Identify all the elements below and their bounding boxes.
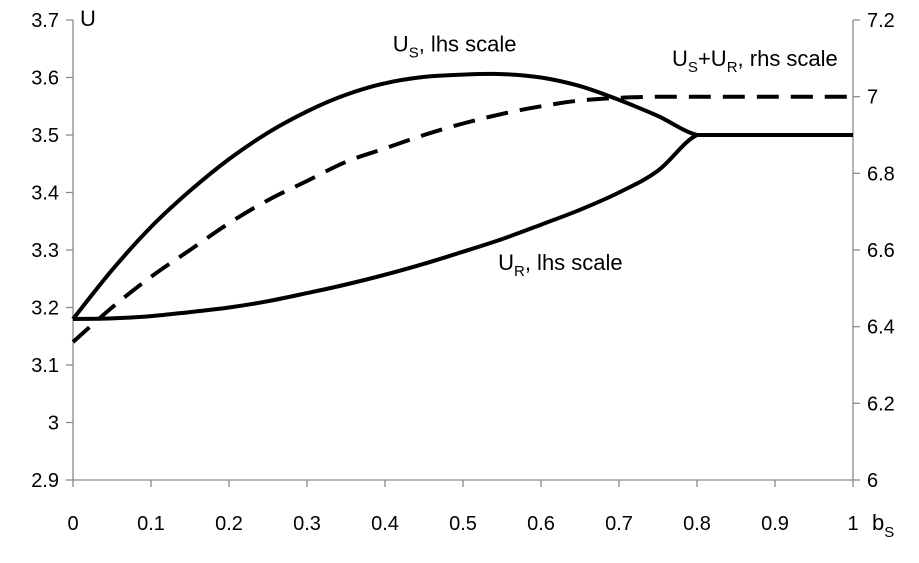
annotation-sum-sub: S: [688, 59, 698, 76]
labels: U bS US, lhs scale US+UR, rhs scale UR, …: [80, 6, 894, 541]
y-left-tick-label: 3.6: [31, 68, 59, 90]
y-right-tick-label: 7.2: [867, 10, 895, 32]
annotation-sum-main: U: [672, 46, 688, 71]
y-left-tick-label: 3.7: [31, 10, 59, 32]
x-tick-label: 0: [67, 513, 78, 535]
annotation-ur: UR, lhs scale: [498, 250, 623, 280]
annotation-sum-mid: +U: [698, 46, 727, 71]
annotation-us-rest: , lhs scale: [419, 32, 517, 57]
y-left-tick-label: 3.5: [31, 125, 59, 147]
annotation-us: US, lhs scale: [393, 32, 517, 62]
x-tick-label: 0.1: [137, 513, 165, 535]
x-tick-label: 0.3: [293, 513, 321, 535]
x-tick-label: 1: [847, 513, 858, 535]
axes: 0 0.1 0.2 0.3 0.4 0.5 0.6 0.7 0.8 0.9 1 2.9 3 3.1 3.2 3…: [31, 10, 895, 535]
x-tick-label: 0.2: [215, 513, 243, 535]
annotation-us-main: U: [393, 32, 409, 57]
y-right-tick-label: 6.6: [867, 240, 895, 262]
y-left-tick-label: 2.9: [31, 470, 59, 492]
series-sum-line: [71, 94, 853, 344]
x-axis-title-main: b: [872, 510, 884, 535]
x-axis-title: bS: [872, 510, 894, 541]
y-right-tick-label: 7: [867, 87, 878, 109]
x-axis-title-sub: S: [884, 524, 894, 541]
annotation-ur-main: U: [498, 250, 514, 275]
x-tick-label: 0.7: [605, 513, 633, 535]
y-right-tick-label: 6: [867, 470, 878, 492]
annotation-sum: US+UR, rhs scale: [672, 46, 838, 76]
y-left-tick-label: 3.2: [31, 298, 59, 320]
y-right-tick-label: 6.8: [867, 163, 895, 185]
x-tick-label: 0.5: [449, 513, 477, 535]
annotation-sum-sub2: R: [727, 59, 738, 76]
y-left-tick-label: 3.1: [31, 355, 59, 377]
annotation-ur-rest: , lhs scale: [525, 250, 623, 275]
y-left-tick-label: 3: [48, 413, 59, 435]
x-tick-label: 0.4: [371, 513, 399, 535]
x-tick-label: 0.8: [683, 513, 711, 535]
y-left-tick-label: 3.4: [31, 183, 59, 205]
annotation-sum-rest: , rhs scale: [738, 46, 838, 71]
series-group: [71, 71, 853, 344]
series-ur-line: [72, 133, 853, 321]
x-tick-label: 0.6: [527, 513, 555, 535]
y-left-tick-label: 3.3: [31, 240, 59, 262]
annotation-us-sub: S: [409, 45, 419, 62]
y-left-axis-title: U: [80, 6, 96, 31]
annotation-ur-sub: R: [514, 263, 525, 280]
y-right-tick-label: 6.4: [867, 317, 895, 339]
y-right-tick-label: 6.2: [867, 393, 895, 415]
series-us-line: [71, 71, 853, 321]
x-tick-label: 0.9: [761, 513, 789, 535]
